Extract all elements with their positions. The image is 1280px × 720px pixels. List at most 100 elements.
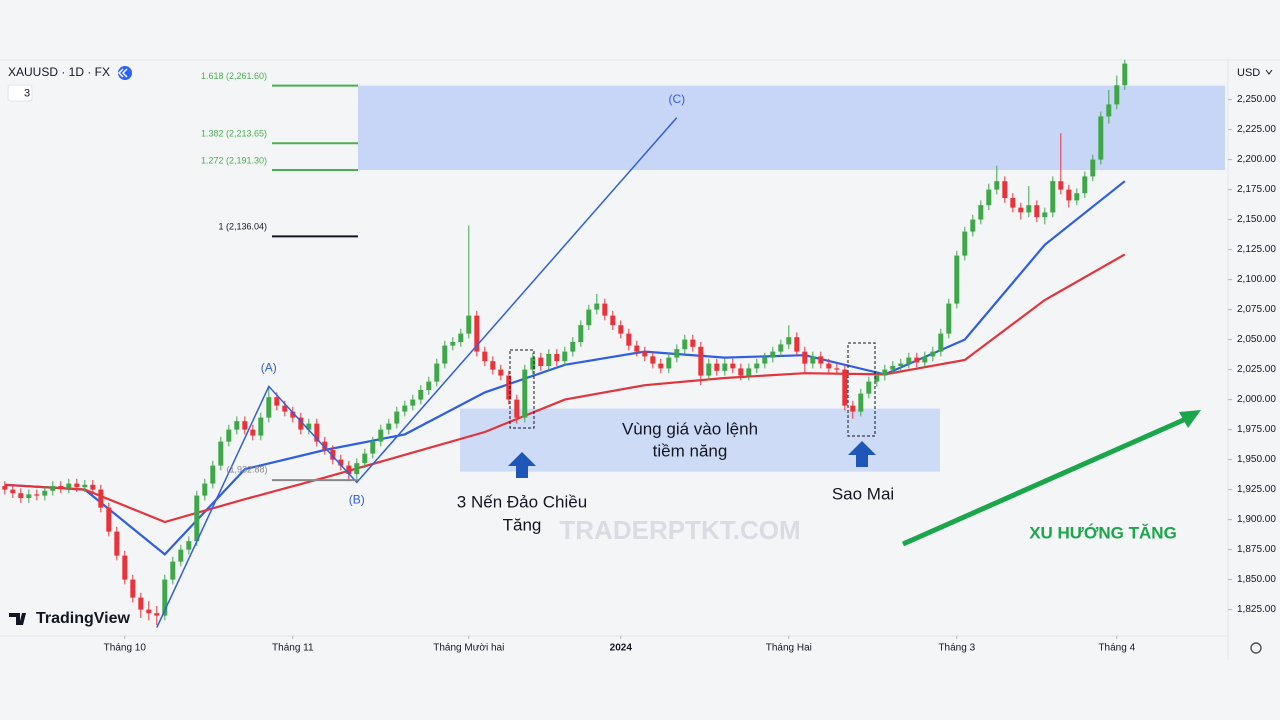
candle-body bbox=[258, 417, 264, 436]
currency: USD bbox=[1237, 67, 1260, 79]
candle-body bbox=[666, 357, 672, 369]
candle-body bbox=[322, 441, 328, 450]
candle-body bbox=[194, 495, 200, 542]
up-arrow bbox=[508, 452, 536, 478]
replay-icon[interactable] bbox=[118, 66, 132, 80]
candle-body bbox=[34, 494, 40, 496]
candle-body bbox=[850, 405, 856, 412]
badge-text: 3 bbox=[24, 87, 30, 99]
badge[interactable] bbox=[7, 84, 33, 102]
candle-body bbox=[186, 541, 192, 550]
candle-body bbox=[618, 325, 624, 334]
candle-body bbox=[450, 342, 456, 346]
candle-body bbox=[794, 337, 800, 352]
candle-body bbox=[698, 346, 704, 376]
candle-body bbox=[66, 483, 72, 489]
wave-line bbox=[156, 117, 678, 628]
candle-body bbox=[306, 423, 312, 430]
candle-body bbox=[370, 441, 376, 454]
b-level-label: (1,932.88) bbox=[226, 465, 267, 475]
y-tick-label: 1,950.00 bbox=[1237, 454, 1276, 465]
candle-body bbox=[634, 345, 640, 352]
candle-body bbox=[490, 361, 496, 370]
candle-body bbox=[58, 486, 64, 489]
candle-body bbox=[418, 390, 424, 400]
candle-body bbox=[386, 423, 392, 430]
candle-body bbox=[442, 345, 448, 364]
settings-icon[interactable] bbox=[1250, 642, 1262, 654]
candle-body bbox=[738, 368, 744, 376]
candle-body bbox=[650, 356, 656, 364]
pattern-label: 3 Nến Đảo Chiều bbox=[457, 492, 587, 511]
candle-body bbox=[602, 303, 608, 316]
y-tick-label: 2,200.00 bbox=[1237, 154, 1276, 165]
candle-body bbox=[42, 490, 48, 496]
candle-body bbox=[1002, 181, 1008, 198]
candle-body bbox=[242, 421, 248, 430]
pattern-label: Tăng bbox=[503, 515, 542, 534]
candle-body bbox=[1058, 181, 1064, 190]
candle-body bbox=[466, 315, 472, 334]
candle-body bbox=[978, 205, 984, 220]
candle-body bbox=[410, 399, 416, 406]
replay-arrows bbox=[117, 68, 128, 78]
candle-body bbox=[378, 429, 384, 442]
candle-body bbox=[754, 363, 760, 369]
y-tick-label: 1,925.00 bbox=[1237, 484, 1276, 495]
up-arrow bbox=[848, 441, 876, 467]
candle-body bbox=[274, 397, 280, 406]
candle-body bbox=[722, 363, 728, 371]
candle-body bbox=[18, 493, 24, 498]
candle-body bbox=[330, 450, 336, 460]
candle-body bbox=[506, 375, 512, 400]
candle-body bbox=[922, 356, 928, 363]
y-tick-label: 2,050.00 bbox=[1237, 334, 1276, 345]
candle-body bbox=[538, 357, 544, 366]
candle-body bbox=[210, 465, 216, 484]
candle-body bbox=[786, 337, 792, 345]
candle-body bbox=[994, 181, 1000, 190]
candle-body bbox=[898, 363, 904, 366]
candle-body bbox=[234, 421, 240, 430]
candle-body bbox=[578, 325, 584, 342]
candle-body bbox=[730, 363, 736, 369]
y-tick-label: 1,875.00 bbox=[1237, 544, 1276, 555]
brand: TradingView bbox=[36, 610, 131, 627]
candle-body bbox=[554, 354, 560, 362]
candle-body bbox=[946, 303, 952, 334]
candle-body bbox=[658, 363, 664, 369]
pattern-box bbox=[509, 349, 535, 429]
candle-body bbox=[610, 315, 616, 326]
candle-body bbox=[394, 411, 400, 424]
candle-body bbox=[562, 351, 568, 362]
candle-body bbox=[778, 344, 784, 352]
trend-label: XU HƯỚNG TĂNG bbox=[1029, 523, 1177, 542]
x-tick-label: Tháng 4 bbox=[1098, 643, 1135, 654]
candle-body bbox=[498, 369, 504, 376]
candle-body bbox=[1042, 212, 1048, 218]
candle-body bbox=[434, 363, 440, 382]
fib-label: 1.382 (2,213.65) bbox=[201, 129, 267, 139]
candle-body bbox=[218, 441, 224, 466]
candle-body bbox=[746, 368, 752, 376]
candle-body bbox=[682, 339, 688, 350]
candle-body bbox=[298, 417, 304, 430]
candle-body bbox=[522, 369, 528, 418]
candle-body bbox=[1066, 189, 1072, 201]
y-tick-label: 2,125.00 bbox=[1237, 244, 1276, 255]
candle-body bbox=[362, 453, 368, 464]
y-tick-label: 2,075.00 bbox=[1237, 304, 1276, 315]
candle-body bbox=[874, 375, 880, 382]
candle-body bbox=[98, 489, 104, 508]
candle-body bbox=[514, 399, 520, 418]
candle-body bbox=[154, 613, 160, 616]
fib-label: 1 (2,136.04) bbox=[218, 222, 267, 232]
candle-body bbox=[50, 486, 56, 491]
candle-body bbox=[402, 405, 408, 412]
x-tick-label: 2024 bbox=[610, 643, 633, 654]
candle-body bbox=[482, 351, 488, 362]
wave-label: (C) bbox=[668, 92, 685, 106]
candle-body bbox=[530, 357, 536, 370]
candle-body bbox=[1114, 85, 1120, 105]
